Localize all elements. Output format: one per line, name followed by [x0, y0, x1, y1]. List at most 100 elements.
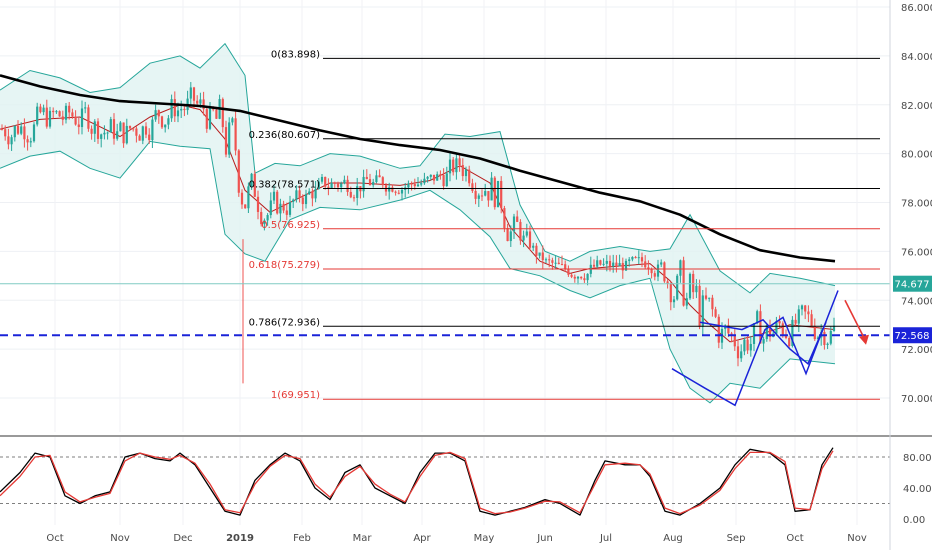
candle-body — [228, 122, 231, 155]
candles — [0, 82, 836, 384]
candle-body — [237, 150, 240, 193]
candle-body — [32, 124, 36, 142]
time-tick-label: 2019 — [226, 533, 254, 544]
candle-body — [68, 105, 71, 113]
candle-body — [39, 106, 42, 113]
candle-body — [356, 186, 359, 198]
candle-body — [532, 245, 535, 248]
candle-body — [759, 311, 762, 344]
candle-body — [295, 190, 298, 200]
candle-body — [752, 323, 756, 344]
stochastic-panel — [0, 435, 932, 516]
axes: 86.000 84.000 82.000 80.000 78.000 76.000 74.0… — [46, 0, 932, 550]
candle-body — [10, 137, 13, 145]
candle-body — [596, 260, 599, 267]
candle-body — [612, 262, 615, 267]
forecast-arrow-head — [859, 334, 869, 345]
candle-body — [141, 126, 144, 141]
candle-body — [826, 343, 829, 345]
candle-body — [688, 273, 692, 299]
candle-body — [464, 169, 468, 177]
candle-body — [554, 262, 557, 264]
candle-body — [80, 108, 84, 128]
candle-body — [442, 174, 445, 187]
candle-body — [135, 128, 138, 136]
fib-level-label: 0(83.898) — [271, 49, 320, 60]
candle-body — [144, 126, 148, 135]
candle-body — [410, 183, 413, 185]
candle-body — [407, 183, 410, 188]
candle-body — [548, 259, 551, 261]
candle-body — [298, 190, 301, 198]
candle-body — [84, 107, 87, 109]
candle-body — [580, 276, 583, 279]
candle-body — [496, 180, 500, 208]
candle-body — [160, 116, 164, 128]
fib-level-label: 0.5(76.925) — [261, 220, 320, 231]
forecast-arrow-line — [844, 299, 867, 343]
candle-body — [215, 109, 218, 119]
candle-body — [192, 87, 196, 101]
candle-body — [477, 195, 480, 199]
candle-body — [509, 231, 512, 242]
time-tick-label: Mar — [353, 533, 373, 544]
candle-body — [122, 122, 125, 144]
candle-body — [93, 121, 96, 134]
candle-body — [77, 124, 80, 128]
candle-body — [308, 191, 311, 195]
candle-body — [448, 159, 452, 174]
candle-body — [756, 311, 759, 324]
time-tick-label: Jul — [599, 533, 612, 544]
candle-body — [45, 107, 48, 127]
candle-body — [743, 339, 746, 352]
candle-body — [512, 216, 516, 232]
candle-body — [605, 260, 608, 264]
candle-body — [832, 325, 836, 331]
candle-body — [650, 269, 653, 274]
candle-body — [55, 111, 58, 113]
candle-body — [455, 158, 458, 173]
candle-body — [48, 110, 52, 127]
stoch-tick-label: 40.00 — [903, 484, 932, 495]
candle-body — [365, 176, 368, 180]
candle-body — [224, 127, 228, 155]
candle-body — [692, 273, 695, 293]
candle-body — [653, 273, 656, 277]
candle-body — [500, 180, 503, 209]
price-tick-label: 72.000 — [901, 345, 932, 356]
candle-body — [352, 197, 356, 199]
candle-body — [103, 132, 106, 135]
candle-body — [487, 191, 490, 201]
fib-level-label: 0.618(75.279) — [249, 260, 321, 271]
candle-body — [304, 194, 308, 205]
candle-body — [631, 257, 634, 260]
reference-price-badge — [893, 327, 932, 344]
candle-body — [100, 134, 103, 139]
candle-body — [272, 191, 276, 201]
candle-body — [695, 285, 698, 293]
bollinger-fill — [0, 43, 835, 403]
pattern-annotations — [0, 283, 890, 407]
candle-body — [109, 119, 112, 133]
candle-body — [375, 175, 378, 183]
fib-level-label: 1(69.951) — [271, 390, 320, 401]
candle-body — [432, 174, 436, 181]
candle-body — [128, 125, 132, 129]
candle-body — [96, 121, 100, 139]
candle-body — [157, 110, 160, 117]
candle-body — [669, 283, 672, 303]
candle-body — [544, 259, 548, 261]
candle-body — [468, 169, 471, 184]
candle-body — [362, 176, 365, 192]
candle-body — [429, 174, 432, 177]
time-tick-label: Aug — [663, 533, 683, 544]
candle-body — [573, 276, 576, 279]
candle-body — [784, 334, 788, 339]
candle-body — [727, 325, 730, 334]
candle-body — [42, 107, 45, 113]
candle-body — [276, 191, 279, 214]
candle-body — [503, 208, 506, 229]
candle-body — [400, 189, 404, 194]
candle-body — [154, 110, 157, 120]
candle-body — [576, 276, 580, 279]
